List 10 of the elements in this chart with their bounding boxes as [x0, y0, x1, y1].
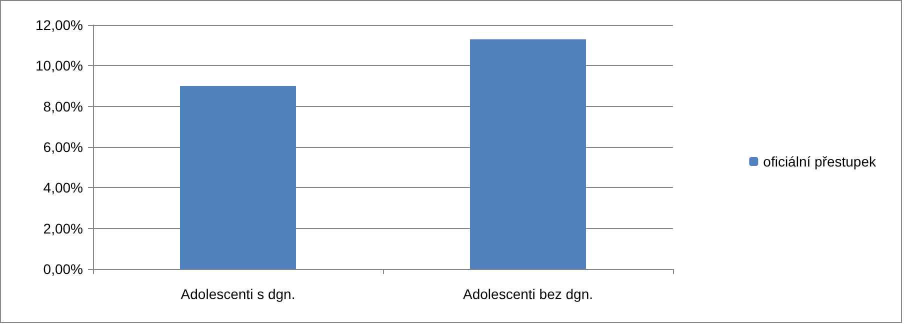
- y-tick-label: 2,00%: [43, 220, 83, 236]
- y-tick-label: 10,00%: [36, 58, 83, 74]
- y-tick-label: 8,00%: [43, 98, 83, 114]
- y-tick-label: 12,00%: [36, 17, 83, 33]
- y-tick-label: 4,00%: [43, 180, 83, 196]
- y-tick-label: 0,00%: [43, 261, 83, 277]
- x-tick-label: Adolescenti bez dgn.: [463, 286, 593, 302]
- y-tick-label: 6,00%: [43, 139, 83, 155]
- x-tick-label: Adolescenti s dgn.: [180, 286, 296, 302]
- legend-label: oficiální přestupek: [763, 154, 877, 170]
